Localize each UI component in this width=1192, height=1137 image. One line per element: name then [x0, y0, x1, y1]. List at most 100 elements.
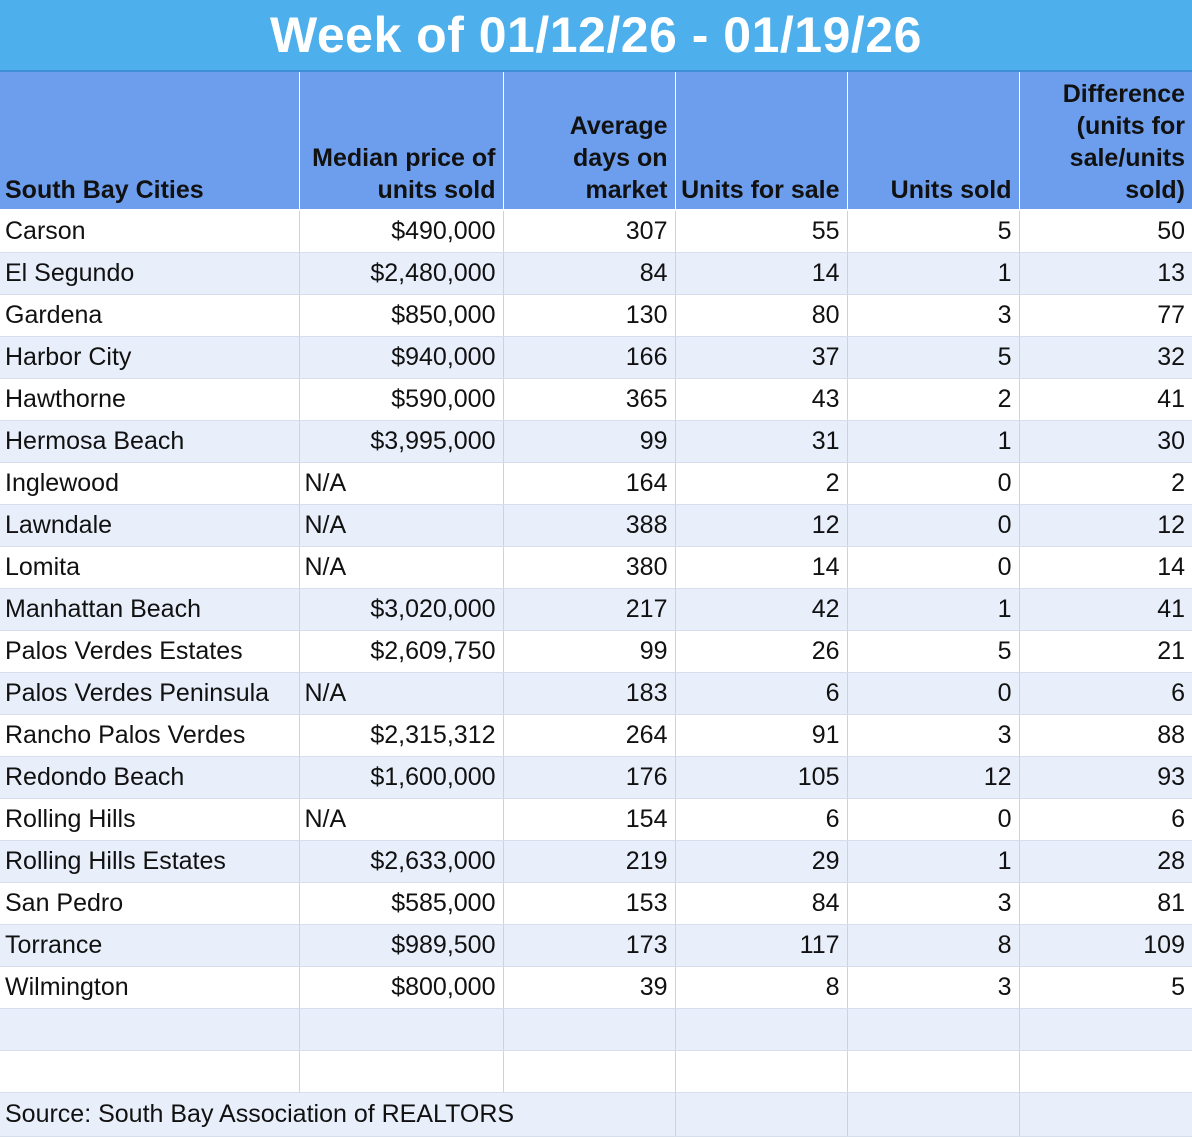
cell-city[interactable]: Hawthorne	[0, 378, 300, 421]
empty-cell[interactable]	[0, 1008, 300, 1051]
cell-difference[interactable]: 88	[1019, 714, 1192, 757]
cell-units-sold[interactable]: 5	[847, 210, 1020, 253]
empty-cell[interactable]	[847, 1008, 1020, 1051]
cell-difference[interactable]: 93	[1019, 756, 1192, 799]
cell-city[interactable]: San Pedro	[0, 882, 300, 925]
cell-difference[interactable]: 41	[1019, 588, 1192, 631]
cell-units-sold[interactable]: 0	[847, 462, 1020, 505]
cell-units-sold[interactable]: 3	[847, 294, 1020, 337]
empty-cell[interactable]	[847, 1050, 1020, 1093]
cell-units-sold[interactable]: 0	[847, 546, 1020, 589]
cell-median-price[interactable]: $585,000	[299, 882, 504, 925]
cell-median-price[interactable]: $850,000	[299, 294, 504, 337]
cell-units-for-sale[interactable]: 55	[675, 210, 848, 253]
header-units-sold[interactable]: Units sold	[847, 72, 1020, 211]
cell-median-price[interactable]: $3,995,000	[299, 420, 504, 463]
cell-difference[interactable]: 13	[1019, 252, 1192, 295]
cell-difference[interactable]: 32	[1019, 336, 1192, 379]
cell-units-for-sale[interactable]: 14	[675, 252, 848, 295]
cell-avg-days[interactable]: 183	[503, 672, 676, 715]
header-difference[interactable]: Difference (units for sale/units sold)	[1019, 72, 1192, 211]
cell-units-sold[interactable]: 1	[847, 840, 1020, 883]
cell-difference[interactable]: 5	[1019, 966, 1192, 1009]
cell-units-for-sale[interactable]: 91	[675, 714, 848, 757]
cell-difference[interactable]: 81	[1019, 882, 1192, 925]
cell-avg-days[interactable]: 307	[503, 210, 676, 253]
cell-city[interactable]: Rancho Palos Verdes	[0, 714, 300, 757]
cell-median-price[interactable]: $590,000	[299, 378, 504, 421]
cell-units-for-sale[interactable]: 117	[675, 924, 848, 967]
cell-city[interactable]: Carson	[0, 210, 300, 253]
cell-units-for-sale[interactable]: 42	[675, 588, 848, 631]
empty-cell[interactable]	[299, 1050, 504, 1093]
cell-units-sold[interactable]: 0	[847, 504, 1020, 547]
empty-cell[interactable]	[675, 1092, 848, 1137]
cell-avg-days[interactable]: 264	[503, 714, 676, 757]
cell-units-sold[interactable]: 0	[847, 798, 1020, 841]
cell-units-for-sale[interactable]: 12	[675, 504, 848, 547]
cell-avg-days[interactable]: 39	[503, 966, 676, 1009]
cell-median-price[interactable]: $490,000	[299, 210, 504, 253]
cell-units-sold[interactable]: 3	[847, 882, 1020, 925]
cell-difference[interactable]: 77	[1019, 294, 1192, 337]
cell-units-sold[interactable]: 12	[847, 756, 1020, 799]
cell-difference[interactable]: 30	[1019, 420, 1192, 463]
cell-units-for-sale[interactable]: 14	[675, 546, 848, 589]
cell-median-price[interactable]: $989,500	[299, 924, 504, 967]
cell-difference[interactable]: 21	[1019, 630, 1192, 673]
cell-units-sold[interactable]: 1	[847, 588, 1020, 631]
cell-city[interactable]: El Segundo	[0, 252, 300, 295]
cell-units-for-sale[interactable]: 2	[675, 462, 848, 505]
cell-units-sold[interactable]: 1	[847, 252, 1020, 295]
cell-units-for-sale[interactable]: 43	[675, 378, 848, 421]
cell-units-sold[interactable]: 3	[847, 966, 1020, 1009]
cell-units-for-sale[interactable]: 84	[675, 882, 848, 925]
cell-difference[interactable]: 50	[1019, 210, 1192, 253]
cell-avg-days[interactable]: 365	[503, 378, 676, 421]
cell-units-for-sale[interactable]: 31	[675, 420, 848, 463]
cell-units-for-sale[interactable]: 105	[675, 756, 848, 799]
cell-city[interactable]: Redondo Beach	[0, 756, 300, 799]
cell-city[interactable]: Lomita	[0, 546, 300, 589]
cell-median-price[interactable]: N/A	[299, 672, 504, 715]
header-units-for-sale[interactable]: Units for sale	[675, 72, 848, 211]
empty-cell[interactable]	[0, 1050, 300, 1093]
cell-median-price[interactable]: $2,480,000	[299, 252, 504, 295]
empty-cell[interactable]	[1019, 1050, 1192, 1093]
cell-median-price[interactable]: $1,600,000	[299, 756, 504, 799]
cell-avg-days[interactable]: 217	[503, 588, 676, 631]
cell-city[interactable]: Palos Verdes Peninsula	[0, 672, 300, 715]
cell-city[interactable]: Hermosa Beach	[0, 420, 300, 463]
header-avg-days[interactable]: Average days on market	[503, 72, 676, 211]
header-median-price[interactable]: Median price of units sold	[299, 72, 504, 211]
cell-units-sold[interactable]: 5	[847, 336, 1020, 379]
cell-units-sold[interactable]: 5	[847, 630, 1020, 673]
cell-units-sold[interactable]: 2	[847, 378, 1020, 421]
cell-avg-days[interactable]: 176	[503, 756, 676, 799]
cell-city[interactable]: Gardena	[0, 294, 300, 337]
cell-avg-days[interactable]: 380	[503, 546, 676, 589]
cell-avg-days[interactable]: 84	[503, 252, 676, 295]
cell-avg-days[interactable]: 173	[503, 924, 676, 967]
cell-median-price[interactable]: $2,609,750	[299, 630, 504, 673]
cell-avg-days[interactable]: 154	[503, 798, 676, 841]
cell-units-sold[interactable]: 3	[847, 714, 1020, 757]
cell-avg-days[interactable]: 164	[503, 462, 676, 505]
cell-city[interactable]: Torrance	[0, 924, 300, 967]
cell-city[interactable]: Manhattan Beach	[0, 588, 300, 631]
cell-units-for-sale[interactable]: 6	[675, 798, 848, 841]
cell-units-for-sale[interactable]: 37	[675, 336, 848, 379]
cell-city[interactable]: Harbor City	[0, 336, 300, 379]
cell-city[interactable]: Palos Verdes Estates	[0, 630, 300, 673]
empty-cell[interactable]	[299, 1008, 504, 1051]
cell-units-sold[interactable]: 1	[847, 420, 1020, 463]
cell-units-sold[interactable]: 8	[847, 924, 1020, 967]
cell-median-price[interactable]: N/A	[299, 462, 504, 505]
cell-avg-days[interactable]: 130	[503, 294, 676, 337]
cell-avg-days[interactable]: 99	[503, 420, 676, 463]
cell-units-for-sale[interactable]: 8	[675, 966, 848, 1009]
cell-median-price[interactable]: $940,000	[299, 336, 504, 379]
empty-cell[interactable]	[503, 1008, 676, 1051]
empty-cell[interactable]	[675, 1050, 848, 1093]
cell-avg-days[interactable]: 166	[503, 336, 676, 379]
